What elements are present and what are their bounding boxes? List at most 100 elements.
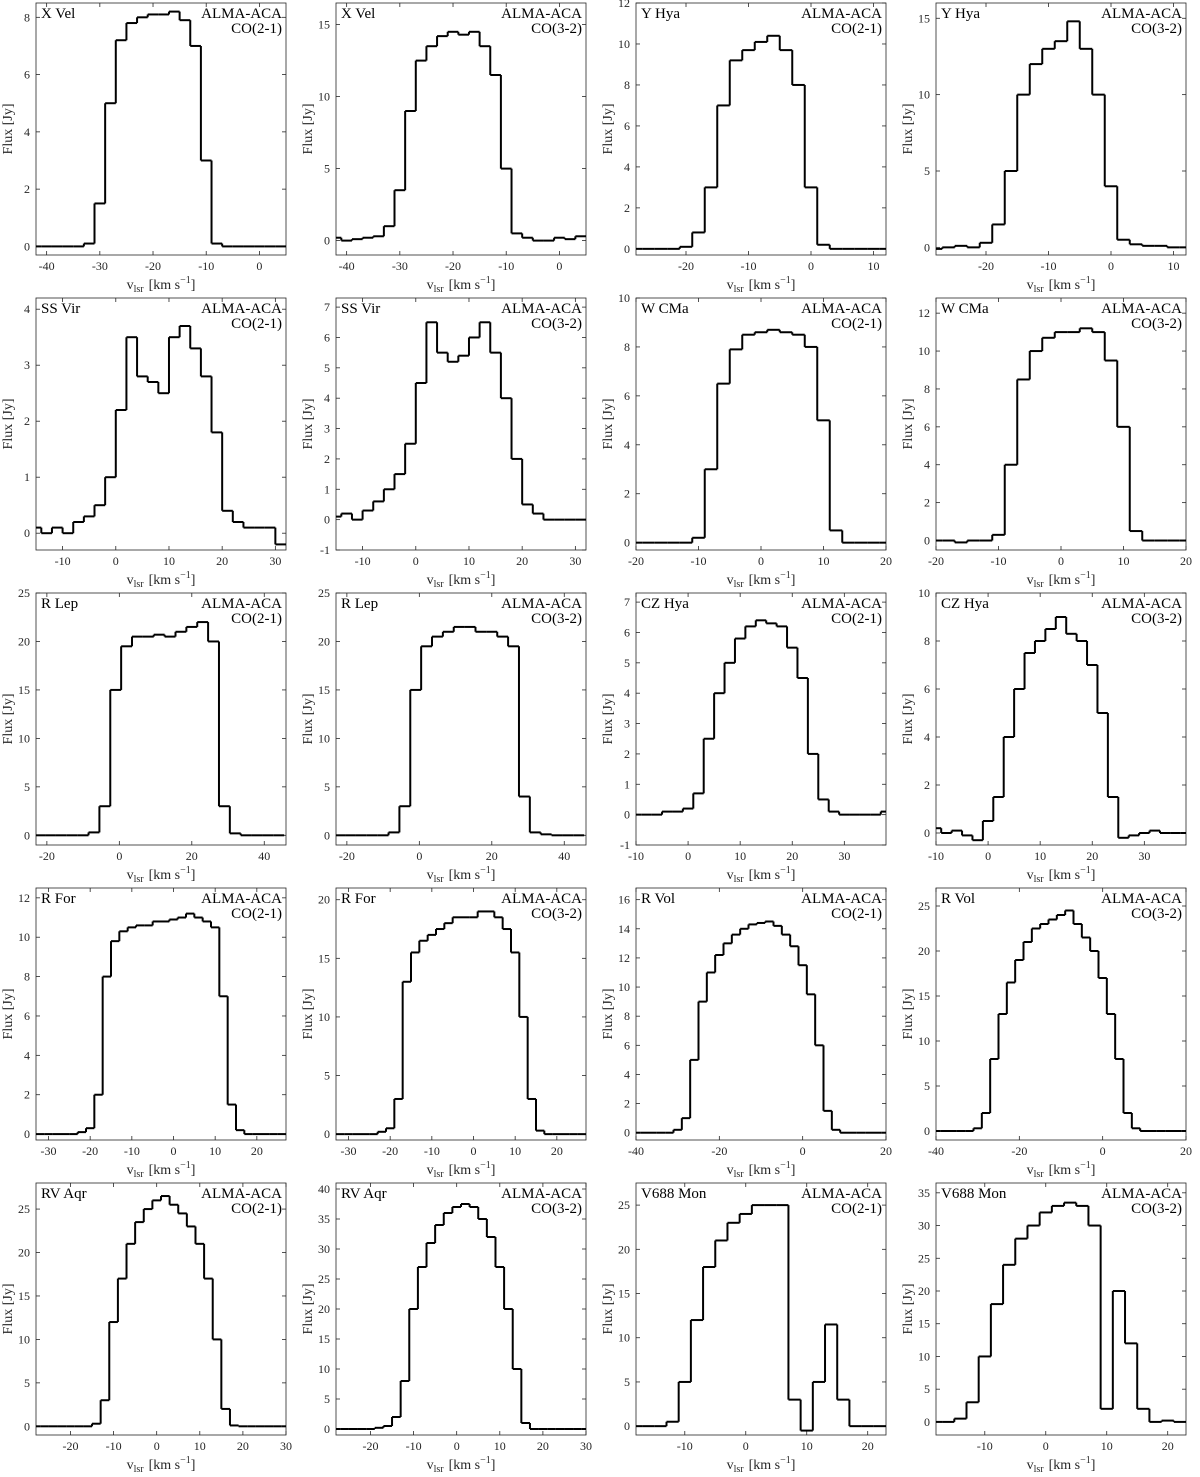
x-label-sub: lsr — [134, 579, 145, 590]
y-tick-label: -1 — [320, 543, 330, 557]
y-tick-label: 0 — [24, 828, 30, 842]
x-label-end: ] — [791, 1458, 796, 1473]
y-tick-label: 5 — [24, 1376, 30, 1390]
x-label-end: ] — [491, 1163, 496, 1178]
y-tick-label: 4 — [324, 391, 330, 405]
x-tick-label: -10 — [498, 259, 514, 273]
x-label-base: v — [1027, 573, 1034, 588]
annotation: ALMA-ACA — [801, 891, 882, 907]
x-tick-label: 30 — [280, 1439, 292, 1453]
y-tick-label: 2 — [924, 778, 930, 792]
x-label-base: v — [1027, 278, 1034, 293]
annotation: ALMA-ACA — [201, 891, 282, 907]
x-label-end: ] — [491, 573, 496, 588]
x-label-unit: [km s — [449, 868, 481, 883]
y-tick-label: 4 — [624, 686, 630, 700]
star-name: R Vol — [641, 891, 675, 907]
x-axis-label: vlsr [km s−1] — [727, 865, 796, 885]
x-label-base: v — [427, 1458, 434, 1473]
x-tick-label: 20 — [186, 849, 198, 863]
annotation: CO(3-2) — [531, 1201, 582, 1217]
x-axis-label: vlsr [km s−1] — [1027, 570, 1096, 590]
x-tick-label: -20 — [978, 259, 994, 273]
y-tick-label: 4 — [924, 730, 930, 744]
x-tick-label: 30 — [269, 554, 281, 568]
y-tick-label: 0 — [24, 1127, 30, 1141]
x-axis-label: vlsr [km s−1] — [1027, 1455, 1096, 1475]
y-tick-label: 0 — [624, 808, 630, 822]
plot-area — [635, 1182, 887, 1436]
x-tick-label: -20 — [339, 849, 355, 863]
star-name: Y Hya — [641, 6, 680, 22]
x-label-base: v — [1027, 868, 1034, 883]
y-tick-label: 35 — [918, 1186, 930, 1200]
x-label-unit: [km s — [149, 1458, 181, 1473]
y-tick-label: 10 — [18, 930, 30, 944]
x-label-base: v — [727, 278, 734, 293]
x-label-base: v — [1027, 1458, 1034, 1473]
y-axis-label: Flux [Jy] — [901, 399, 916, 450]
x-axis-label: vlsr [km s−1] — [1027, 275, 1096, 295]
annotation: CO(3-2) — [531, 611, 582, 627]
x-label-sub: lsr — [134, 284, 145, 295]
y-tick-label: 10 — [918, 1349, 930, 1363]
x-label-sup: −1 — [180, 1160, 191, 1171]
y-tick-label: 6 — [624, 625, 630, 639]
plot-area — [335, 2, 587, 256]
x-tick-label: 20 — [216, 554, 228, 568]
star-name: V688 Mon — [941, 1186, 1007, 1202]
x-label-end: ] — [491, 278, 496, 293]
x-label-end: ] — [791, 278, 796, 293]
plot-area — [635, 592, 887, 846]
x-label-sub: lsr — [1034, 1464, 1045, 1475]
x-label-base: v — [127, 1163, 134, 1178]
y-tick-label: 0 — [924, 1124, 930, 1138]
x-label-sub: lsr — [434, 874, 445, 885]
x-label-unit: [km s — [749, 278, 781, 293]
x-tick-label: -20 — [39, 849, 55, 863]
y-tick-label: 40 — [318, 1182, 330, 1196]
x-label-end: ] — [191, 278, 196, 293]
annotation: CO(2-1) — [231, 316, 282, 332]
x-tick-label: 20 — [486, 849, 498, 863]
annotation: CO(3-2) — [531, 316, 582, 332]
y-tick-label: 3 — [324, 422, 330, 436]
y-axis-label: Flux [Jy] — [301, 989, 316, 1040]
y-tick-label: 5 — [924, 164, 930, 178]
x-label-sup: −1 — [780, 570, 791, 581]
y-tick-label: 20 — [18, 634, 30, 648]
y-tick-label: 2 — [24, 414, 30, 428]
x-label-sub: lsr — [434, 1464, 445, 1475]
x-axis-label: vlsr [km s−1] — [427, 1160, 496, 1180]
x-label-sup: −1 — [780, 1455, 791, 1466]
x-label-end: ] — [1091, 1163, 1096, 1178]
panel: -10 0 10 20 0 5 10 15 20 25 30 35 V688 Mon ALMA-ACACO… — [901, 1182, 1187, 1475]
y-tick-label: 5 — [24, 780, 30, 794]
y-axis-label: Flux [Jy] — [1, 1284, 16, 1335]
x-label-unit: [km s — [449, 278, 481, 293]
y-tick-label: 15 — [318, 951, 330, 965]
y-tick-label: 20 — [618, 1242, 630, 1256]
y-axis-label: Flux [Jy] — [901, 694, 916, 745]
y-axis-label: Flux [Jy] — [1, 989, 16, 1040]
y-tick-label: 7 — [624, 595, 630, 609]
panel: -20 -10 0 10 20 30 0 5 10 15 20 25 RV Aqr ALMA-ACACO(… — [1, 1182, 292, 1475]
star-name: W CMa — [941, 301, 989, 317]
x-label-base: v — [427, 1163, 434, 1178]
y-axis-label: Flux [Jy] — [1, 694, 16, 745]
x-label-unit: [km s — [749, 573, 781, 588]
x-label-sub: lsr — [134, 1464, 145, 1475]
x-label-unit: [km s — [749, 868, 781, 883]
x-tick-label: -10 — [1041, 259, 1057, 273]
x-label-end: ] — [191, 868, 196, 883]
y-tick-label: 1 — [624, 777, 630, 791]
y-tick-label: 8 — [24, 970, 30, 984]
x-axis-label: vlsr [km s−1] — [427, 865, 496, 885]
y-tick-label: 8 — [624, 340, 630, 354]
x-tick-label: 20 — [516, 554, 528, 568]
x-tick-label: -10 — [991, 554, 1007, 568]
